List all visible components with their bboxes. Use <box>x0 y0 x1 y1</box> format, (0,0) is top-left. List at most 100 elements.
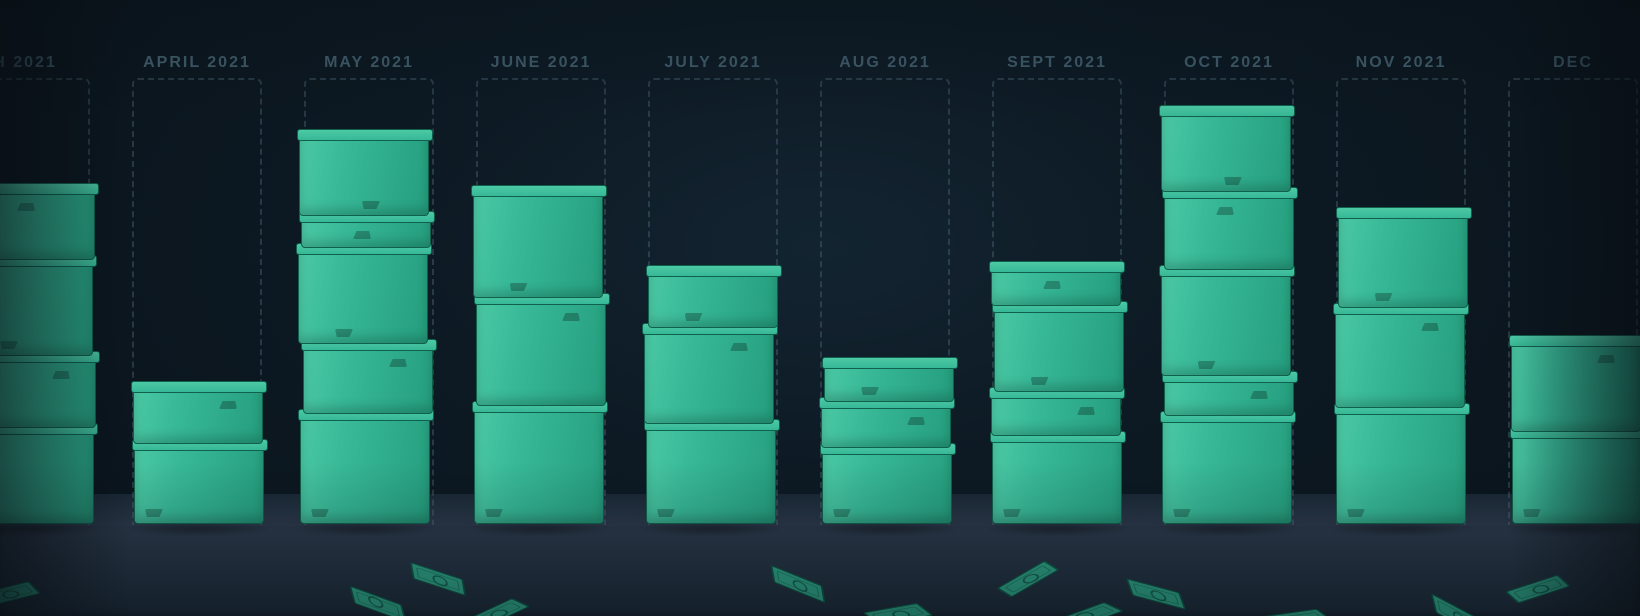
box-lid <box>989 261 1125 273</box>
bar-stack <box>1162 110 1292 524</box>
stack-box <box>1161 110 1291 192</box>
chart-stage: H 2021APRIL 2021MAY 2021JUNE 2021JULY 20… <box>0 0 1640 616</box>
stack-box <box>1164 192 1294 270</box>
bar-stack <box>646 270 776 524</box>
bar-stack <box>0 188 94 524</box>
box-dent <box>1077 407 1095 415</box>
box-lid <box>1509 335 1640 347</box>
box-dent <box>1224 177 1242 185</box>
box-dent <box>1421 323 1439 331</box>
box-dent <box>362 201 380 209</box>
stack-shadow <box>638 522 784 536</box>
stack-shadow <box>814 522 960 536</box>
stack-box <box>1335 308 1465 408</box>
box-dent <box>685 313 703 321</box>
box-dent <box>730 343 748 351</box>
month-label: NOV 2021 <box>1338 54 1464 72</box>
bar-stack <box>134 386 264 524</box>
box-dent <box>1523 509 1541 517</box>
box-lid <box>822 357 958 369</box>
box-lid <box>646 265 782 277</box>
box-dent <box>1043 281 1061 289</box>
stack-box <box>1162 416 1292 524</box>
stack-box <box>821 402 951 448</box>
box-lid <box>1336 207 1472 219</box>
stack-box <box>1161 270 1291 376</box>
box-dent <box>833 509 851 517</box>
stack-box <box>994 306 1124 392</box>
stack-box <box>824 362 954 402</box>
month-label: MAY 2021 <box>306 54 432 72</box>
box-lid <box>131 381 267 393</box>
stack-box <box>300 414 430 524</box>
stack-box <box>648 270 778 328</box>
box-dent <box>1031 377 1049 385</box>
month-label: DEC <box>1510 54 1636 72</box>
stack-shadow <box>1154 522 1300 536</box>
box-dent <box>1250 391 1268 399</box>
stack-box <box>298 248 428 344</box>
box-dent <box>353 231 371 239</box>
month-label: H 2021 <box>0 54 88 72</box>
month-label: APRIL 2021 <box>134 54 260 72</box>
bar-stack <box>1336 212 1466 524</box>
stack-box <box>476 298 606 406</box>
stack-box <box>301 216 431 248</box>
stack-box <box>1336 408 1466 524</box>
stack-box <box>0 260 93 356</box>
box-dent <box>335 329 353 337</box>
stack-box <box>299 134 429 216</box>
stack-box <box>303 344 433 414</box>
bar-stack <box>992 266 1122 524</box>
box-dent <box>861 387 879 395</box>
month-label: AUG 2021 <box>822 54 948 72</box>
stack-box <box>1338 212 1468 308</box>
stack-shadow <box>984 522 1130 536</box>
box-dent <box>52 371 70 379</box>
stack-box <box>133 386 263 444</box>
box-dent <box>1003 509 1021 517</box>
stack-box <box>644 328 774 424</box>
month-label: OCT 2021 <box>1166 54 1292 72</box>
box-lid <box>297 129 433 141</box>
bar-stack <box>822 362 952 524</box>
box-dent <box>1347 509 1365 517</box>
stack-box <box>474 406 604 524</box>
box-dent <box>485 509 503 517</box>
stack-box <box>992 436 1122 524</box>
stack-box <box>473 190 603 298</box>
box-lid <box>471 185 607 197</box>
stack-box <box>1512 432 1640 524</box>
box-dent <box>0 341 18 349</box>
box-dent <box>1597 355 1615 363</box>
floor <box>0 526 1640 616</box>
stack-box <box>0 428 94 524</box>
box-dent <box>219 401 237 409</box>
box-dent <box>311 509 329 517</box>
stack-box <box>0 356 96 428</box>
bar-stack <box>1512 340 1640 524</box>
stack-box <box>0 188 95 260</box>
stack-box <box>1511 340 1640 432</box>
month-label: SEPT 2021 <box>994 54 1120 72</box>
box-lid <box>0 183 99 195</box>
stack-box <box>991 266 1121 306</box>
box-dent <box>1216 207 1234 215</box>
box-dent <box>510 283 528 291</box>
stack-box <box>1164 376 1294 416</box>
month-label: JUNE 2021 <box>478 54 604 72</box>
bar-stack <box>300 134 430 524</box>
box-dent <box>145 509 163 517</box>
stack-shadow <box>292 522 438 536</box>
stack-box <box>134 444 264 524</box>
stack-shadow <box>126 522 272 536</box>
box-dent <box>17 203 35 211</box>
box-lid <box>1159 105 1295 117</box>
box-dent <box>1198 361 1216 369</box>
stack-box <box>646 424 776 524</box>
stack-shadow <box>466 522 612 536</box>
stack-shadow <box>1328 522 1474 536</box>
stack-box <box>991 392 1121 436</box>
box-dent <box>657 509 675 517</box>
box-dent <box>907 417 925 425</box>
